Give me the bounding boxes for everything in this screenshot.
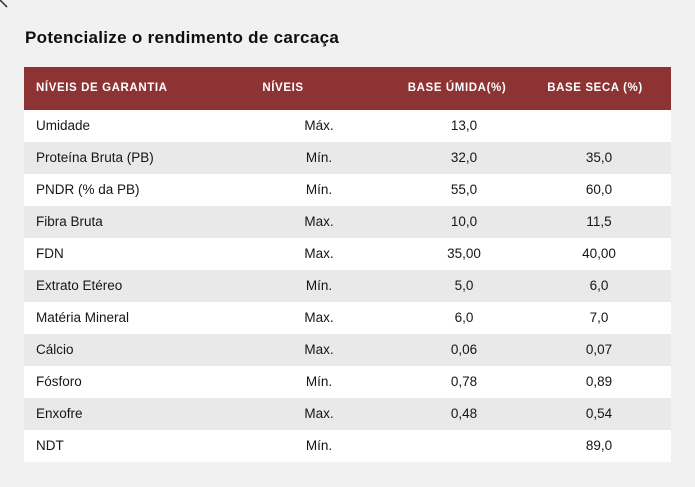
level-cell: Mín. [305, 182, 333, 198]
table-row: Extrato Etéreo Mín. 5,0 6,0 [24, 270, 671, 302]
dry-basis-cell: 6,0 [589, 278, 609, 294]
wet-basis-cell: 32,0 [450, 150, 478, 166]
nutrient-cell: PNDR (% da PB) [36, 182, 140, 198]
wet-basis-cell: 0,78 [450, 374, 478, 390]
table-row: Cálcio Max. 0,06 0,07 [24, 334, 671, 366]
wet-basis-cell: 5,0 [454, 278, 474, 294]
column-header-base-seca: BASE SECA (%) [547, 81, 643, 94]
table-row: NDT Mín. 89,0 [24, 430, 671, 462]
dry-basis-cell: 0,07 [585, 342, 613, 358]
level-cell: Mín. [305, 374, 333, 390]
table-row: Umidade Máx. 13,0 [24, 110, 671, 142]
level-cell: Mín. [305, 438, 333, 454]
wet-basis-cell: 10,0 [450, 214, 478, 230]
wet-basis-cell: 55,0 [450, 182, 478, 198]
nutrient-cell: Enxofre [36, 406, 83, 422]
dry-basis-cell: 89,0 [585, 438, 613, 454]
level-cell: Máx. [304, 118, 334, 134]
nutrient-cell: Extrato Etéreo [36, 278, 123, 294]
nutrient-cell: Proteína Bruta (PB) [36, 150, 154, 166]
guarantee-levels-table: NÍVEIS DE GARANTIA NÍVEIS BASE ÚMIDA(%) … [24, 67, 671, 462]
dry-basis-cell: 0,89 [585, 374, 613, 390]
level-cell: Mín. [305, 150, 333, 166]
wet-basis-cell: 0,06 [450, 342, 478, 358]
table-row: Proteína Bruta (PB) Mín. 32,0 35,0 [24, 142, 671, 174]
nutrient-cell: FDN [36, 246, 64, 262]
column-header-niveis: NÍVEIS [262, 81, 304, 94]
corner-artifact [0, 0, 8, 8]
wet-basis-cell: 35,00 [447, 246, 481, 262]
column-header-base-umida: BASE ÚMIDA(%) [407, 81, 507, 94]
dry-basis-cell: 0,54 [585, 406, 613, 422]
nutrient-cell: Fibra Bruta [36, 214, 103, 230]
dry-basis-cell: 60,0 [585, 182, 613, 198]
dry-basis-cell: 11,5 [586, 214, 612, 230]
dry-basis-cell: 7,0 [589, 310, 609, 326]
nutrient-cell: Umidade [36, 118, 91, 134]
page-title: Potencialize o rendimento de carcaça [25, 28, 340, 47]
table-row: Fósforo Mín. 0,78 0,89 [24, 366, 671, 398]
level-cell: Mín. [305, 278, 333, 294]
table-row: PNDR (% da PB) Mín. 55,0 60,0 [24, 174, 671, 206]
dry-basis-cell: 35,0 [585, 150, 613, 166]
level-cell: Max. [304, 406, 334, 422]
level-cell: Max. [304, 214, 334, 230]
wet-basis-cell: 6,0 [454, 310, 474, 326]
content-area: Potencialize o rendimento de carcaça NÍV… [24, 28, 671, 462]
nutrient-cell: Cálcio [36, 342, 74, 358]
dry-basis-cell: 40,00 [582, 246, 616, 262]
nutrient-cell: NDT [36, 438, 64, 454]
table-body: Umidade Máx. 13,0 Proteína Bruta (PB) Mí… [24, 110, 671, 462]
nutrient-cell: Matéria Mineral [36, 310, 130, 326]
nutrient-cell: Fósforo [36, 374, 82, 390]
table-header-row: NÍVEIS DE GARANTIA NÍVEIS BASE ÚMIDA(%) … [24, 67, 671, 110]
level-cell: Max. [304, 246, 334, 262]
table-row: Matéria Mineral Max. 6,0 7,0 [24, 302, 671, 334]
wet-basis-cell: 13,0 [450, 118, 478, 134]
level-cell: Max. [304, 310, 334, 326]
column-header-niveis-de-garantia: NÍVEIS DE GARANTIA [36, 81, 168, 94]
table-row: Fibra Bruta Max. 10,0 11,5 [24, 206, 671, 238]
table-row: Enxofre Max. 0,48 0,54 [24, 398, 671, 430]
table-row: FDN Max. 35,00 40,00 [24, 238, 671, 270]
level-cell: Max. [304, 342, 334, 358]
wet-basis-cell: 0,48 [450, 406, 478, 422]
